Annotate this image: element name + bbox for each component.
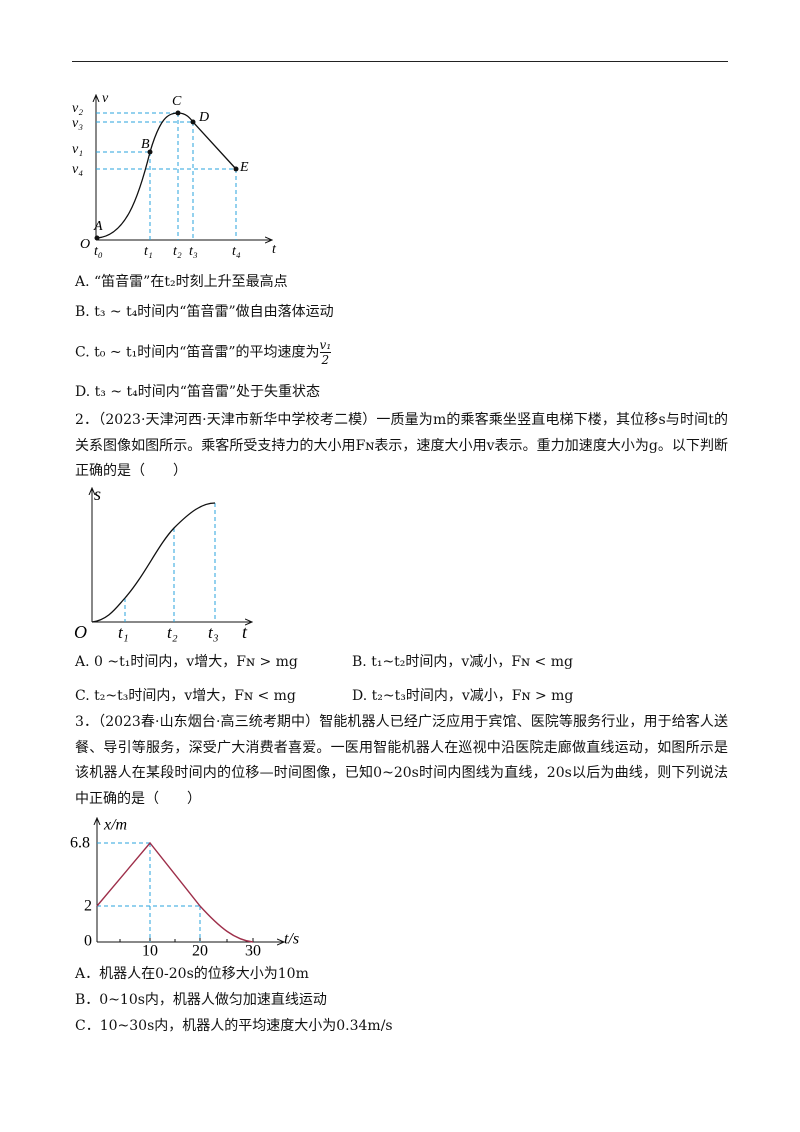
v-label: v₁ <box>72 142 83 157</box>
option-text: 0 ~t₁时间内，v增大，Fɴ > mg <box>94 654 298 670</box>
y-label: 6.8 <box>70 835 90 852</box>
y-label: 0 <box>84 933 92 950</box>
option-label: B. <box>75 304 90 320</box>
option-text: t₃ ~ t₄时间内“笛音雷”处于失重状态 <box>94 384 321 400</box>
option-label: A. <box>75 274 90 290</box>
option: A. 0 ~t₁时间内，v增大，Fɴ > mg <box>75 650 298 676</box>
t-label: t₁ <box>144 244 153 259</box>
option-label: D. <box>352 688 368 704</box>
option-label: C． <box>75 1018 100 1034</box>
option-text: 机器人在0-20s的位移大小为10m <box>99 966 309 982</box>
option-text: t₀ ~ t₁时间内“笛音雷”的平均速度为 <box>94 344 320 361</box>
option: B. t₁~t₂时间内，v减小，Fɴ < mg <box>352 650 573 676</box>
x-label: 30 <box>245 943 261 960</box>
t-label: t₃ <box>189 244 198 259</box>
option: C. t₂~t₃时间内，v增大，Fɴ < mg <box>75 684 296 710</box>
option: D. t₃ ~ t₄时间内“笛音雷”处于失重状态 <box>75 380 320 406</box>
denominator: 2 <box>321 353 330 367</box>
origin-label: O <box>80 237 90 252</box>
option-text: t₂~t₃时间内，v减小，Fɴ > mg <box>371 688 574 704</box>
point-label: A <box>93 219 103 234</box>
fraction: v₁ 2 <box>319 338 332 367</box>
option-label: C. <box>75 344 90 361</box>
y-label: 2 <box>84 898 92 915</box>
x-label: 10 <box>142 943 158 960</box>
t-label: t₂ <box>173 244 182 259</box>
option: B．0~10s内，机器人做匀加速直线运动 <box>75 988 327 1014</box>
t-label: t₄ <box>232 244 241 259</box>
question-stem: 2．（2023·天津河西·天津市新华中学校考二模）一质量为m的乘客乘坐竖直电梯下… <box>75 412 728 479</box>
option-label: A. <box>75 654 90 670</box>
option-text: t₂~t₃时间内，v增大，Fɴ < mg <box>94 688 296 704</box>
axis-label: v <box>102 91 109 106</box>
axis-label: t/s <box>284 931 299 948</box>
option-text: t₃ ~ t₄时间内“笛音雷”做自由落体运动 <box>94 304 334 320</box>
option-text: 10~30s内，机器人的平均速度大小为0.34m/s <box>99 1018 393 1034</box>
question-stem: 3．（2023春·山东烟台·高三统考期中）智能机器人已经广泛应用于宾馆、医院等服… <box>75 714 728 807</box>
option: C．10~30s内，机器人的平均速度大小为0.34m/s <box>75 1014 393 1040</box>
axis-label: x/m <box>103 817 127 834</box>
option-text: t₁~t₂时间内，v减小，Fɴ < mg <box>371 654 573 670</box>
figure-3: x/m t/s 6.8 2 0 10 20 30 <box>70 817 299 960</box>
option-text: “笛音雷”在t₂时刻上升至最高点 <box>94 274 288 290</box>
option-text: 0~10s内，机器人做匀加速直线运动 <box>99 992 327 1008</box>
top-rule <box>72 61 728 62</box>
t-label: t₂ <box>167 623 178 642</box>
option: D. t₂~t₃时间内，v减小，Fɴ > mg <box>352 684 573 710</box>
v-label: v₂ <box>72 101 83 116</box>
point-label: B <box>141 137 150 152</box>
option-label: C. <box>75 688 90 704</box>
option: B. t₃ ~ t₄时间内“笛音雷”做自由落体运动 <box>75 300 334 326</box>
numerator: v₁ <box>319 338 332 353</box>
option: C. t₀ ~ t₁时间内“笛音雷”的平均速度为 v₁ 2 <box>75 338 332 367</box>
point-label: D <box>198 110 209 125</box>
axis-label: t <box>242 622 248 642</box>
figure-1: v t O v₂ v₃ v₁ v₄ t₀ t₁ t₂ t₃ t₄ A B C D… <box>72 91 277 259</box>
option: A．机器人在0-20s的位移大小为10m <box>75 962 309 988</box>
t-label: t₀ <box>94 244 103 259</box>
point-label: C <box>172 94 182 109</box>
t-label: t₃ <box>208 623 219 642</box>
option-label: A． <box>75 966 100 982</box>
v-label: v₃ <box>72 116 83 131</box>
x-label: 20 <box>192 943 208 960</box>
v-label: v₄ <box>72 162 83 177</box>
t-label: t₁ <box>118 623 129 642</box>
point-label: E <box>239 160 249 175</box>
option-label: B． <box>75 992 100 1008</box>
option: A. “笛音雷”在t₂时刻上升至最高点 <box>75 270 288 296</box>
axis-label: s <box>94 484 101 504</box>
figure-2: s t O t₁ t₂ t₃ <box>74 484 252 642</box>
origin-label: O <box>74 622 87 642</box>
axis-label: t <box>272 242 277 257</box>
option-label: B. <box>352 654 367 670</box>
option-label: D. <box>75 384 91 400</box>
